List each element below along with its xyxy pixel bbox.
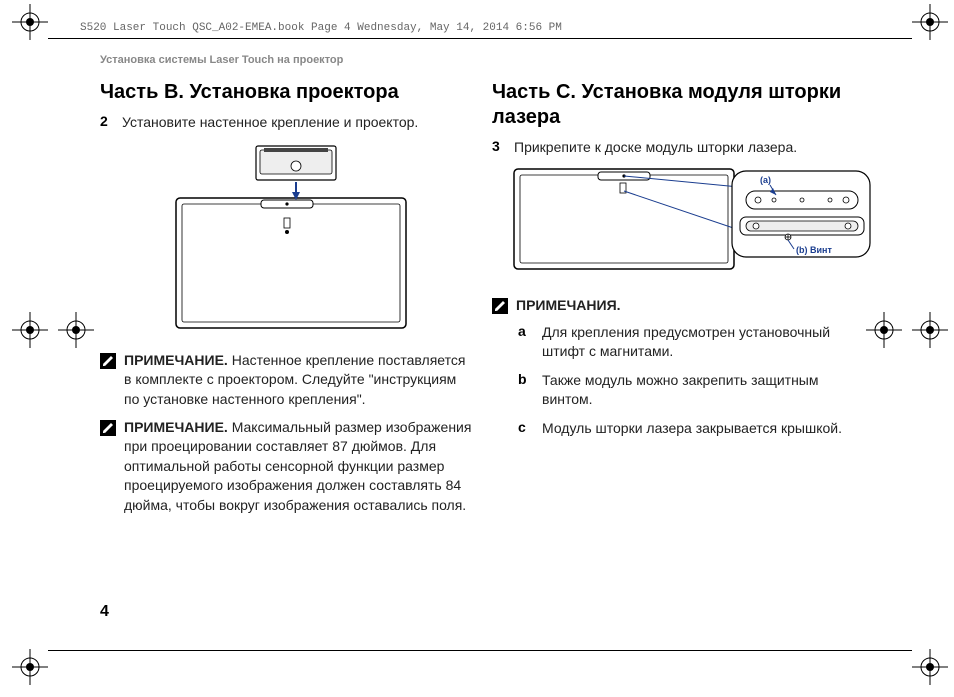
figure-projector (100, 142, 472, 337)
notes-header: ПРИМЕЧАНИЯ. (492, 296, 864, 316)
item-letter: a (518, 323, 534, 339)
item-letter: c (518, 419, 534, 435)
note-icon (492, 298, 508, 314)
column-right: Часть C. Установка модуля шторки лазера … (492, 80, 864, 524)
step-text: Прикрепите к доске модуль шторки лазера. (514, 138, 797, 157)
note-item-c: c Модуль шторки лазера закрывается крышк… (518, 419, 864, 438)
doc-header-line: S520 Laser Touch QSC_A02-EMEA.book Page … (80, 22, 562, 34)
notes-sublist: a Для крепления предусмотрен установочны… (518, 323, 864, 437)
crop-mark-br (910, 647, 950, 687)
crop-mark-ml2 (56, 310, 96, 350)
content-area: Часть B. Установка проектора 2 Установит… (100, 80, 864, 524)
part-c-step: 3 Прикрепите к доске модуль шторки лазер… (492, 138, 864, 157)
section-header: Установка системы Laser Touch на проекто… (100, 54, 343, 66)
figure-module: (a) (b) Винт (512, 167, 864, 282)
callout-b-label: (b) Винт (796, 245, 832, 255)
note-item-b: b Также модуль можно закрепить защитным … (518, 371, 864, 409)
crop-mark-tr (910, 2, 950, 42)
crop-mark-bl (10, 647, 50, 687)
item-text: Для крепления предусмотрен установочный … (542, 323, 864, 361)
step-number: 3 (492, 138, 506, 154)
note-2-body: ПРИМЕЧАНИЕ. Максимальный размер изображе… (124, 418, 472, 516)
callout-a-label: (a) (760, 175, 771, 185)
crop-mark-ml (10, 310, 50, 350)
page-number: 4 (100, 603, 109, 621)
step-number: 2 (100, 113, 114, 129)
note-1: ПРИМЕЧАНИЕ. Настенное крепление поставля… (100, 351, 472, 410)
note-icon (100, 353, 116, 369)
step-text: Установите настенное крепление и проекто… (122, 113, 418, 132)
item-text: Также модуль можно закрепить защитным ви… (542, 371, 864, 409)
note-item-a: a Для крепления предусмотрен установочны… (518, 323, 864, 361)
column-left: Часть B. Установка проектора 2 Установит… (100, 80, 472, 524)
notes-label: ПРИМЕЧАНИЯ. (516, 297, 621, 313)
note-2: ПРИМЕЧАНИЕ. Максимальный размер изображе… (100, 418, 472, 516)
part-c-title: Часть C. Установка модуля шторки лазера (492, 80, 864, 130)
note-1-label: ПРИМЕЧАНИЕ. (124, 352, 228, 368)
item-letter: b (518, 371, 534, 387)
crop-mark-tl (10, 2, 50, 42)
part-b-step: 2 Установите настенное крепление и проек… (100, 113, 472, 132)
crop-mark-mr (910, 310, 950, 350)
item-text: Модуль шторки лазера закрывается крышкой… (542, 419, 842, 438)
frame-top-line (48, 38, 912, 39)
notes-label-body: ПРИМЕЧАНИЯ. (516, 296, 621, 316)
note-icon (100, 420, 116, 436)
note-2-label: ПРИМЕЧАНИЕ. (124, 419, 228, 435)
crop-mark-mr2 (864, 310, 904, 350)
frame-bottom-line (48, 650, 912, 651)
part-b-title: Часть B. Установка проектора (100, 80, 472, 105)
note-1-body: ПРИМЕЧАНИЕ. Настенное крепление поставля… (124, 351, 472, 410)
